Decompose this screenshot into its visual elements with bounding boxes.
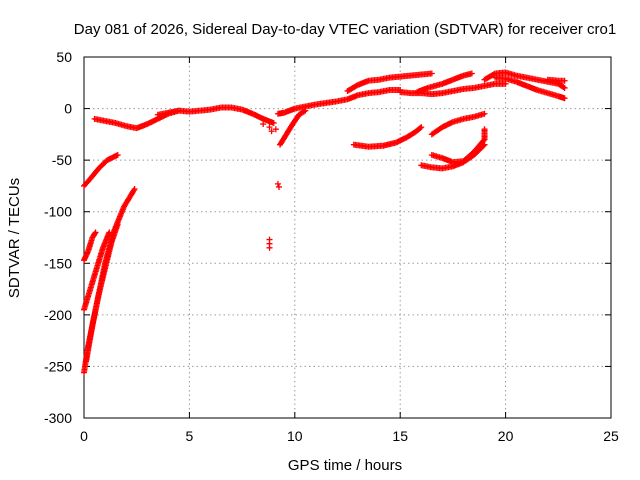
y-tick-label: -300	[44, 410, 72, 426]
y-tick-label: 0	[64, 101, 72, 117]
data-point-fill	[556, 81, 567, 91]
data-point	[481, 126, 488, 133]
x-tick-label: 0	[80, 428, 88, 444]
series-arc-07	[154, 104, 277, 127]
points-layer	[81, 69, 568, 376]
series-arc-05	[83, 186, 138, 365]
data-point	[270, 120, 277, 127]
data-point-fill	[111, 204, 127, 234]
data-point-fill	[430, 125, 445, 137]
data-point-fill	[102, 230, 117, 265]
series-arc-18	[492, 74, 568, 102]
data-point-fill	[314, 98, 339, 108]
data-point	[92, 229, 99, 236]
data-point-fill	[87, 266, 100, 291]
data-point	[275, 183, 282, 190]
x-tick-label: 25	[603, 428, 619, 444]
x-tick-label: 20	[498, 428, 514, 444]
data-point	[468, 70, 475, 77]
x-tick-label: 10	[287, 428, 303, 444]
series-arc-15	[428, 126, 488, 166]
data-point-fill	[381, 139, 398, 149]
data-point-fill	[90, 230, 98, 240]
data-point	[418, 124, 425, 131]
x-tick-label: 15	[392, 428, 408, 444]
series-arc-11	[397, 80, 509, 98]
y-tick-label: -200	[44, 307, 72, 323]
data-point-fill	[404, 130, 417, 140]
series-arc-08	[274, 87, 404, 117]
grid-layer	[84, 57, 611, 418]
series-arc-01	[81, 151, 121, 189]
series-arc-10	[344, 70, 435, 95]
data-point-fill	[556, 77, 567, 84]
y-axis-title: SDTVAR / TECUs	[6, 178, 23, 298]
chart-title: Day 081 of 2026, Sidereal Day-to-day VTE…	[74, 21, 616, 38]
data-point-fill	[461, 149, 476, 164]
series-arc-02	[81, 229, 99, 264]
data-point	[428, 70, 435, 77]
data-point	[302, 107, 309, 114]
data-point-fill	[284, 122, 295, 137]
ticks-layer: 0 5 10 15 20 25 -300 -250 -200 -150 -100 -50 0 50	[44, 49, 619, 444]
y-tick-label: -50	[52, 152, 72, 168]
data-point-fill	[82, 176, 93, 188]
data-point-fill	[96, 158, 110, 171]
data-point-fill	[471, 137, 487, 154]
data-point	[266, 244, 273, 251]
series-arc-13	[350, 124, 425, 150]
data-point-fill	[89, 292, 102, 327]
data-point-fill	[345, 82, 360, 94]
data-point-fill	[94, 246, 106, 270]
x-axis-title: GPS time / hours	[288, 457, 402, 474]
data-point-fill	[482, 71, 497, 82]
y-tick-label: -100	[44, 204, 72, 220]
data-point-fill	[121, 187, 137, 209]
data-point-fill	[277, 132, 289, 147]
series-arc-03	[81, 229, 113, 313]
data-point	[561, 77, 568, 84]
data-point-fill	[413, 124, 424, 135]
data-point	[114, 151, 121, 158]
data-point	[266, 124, 273, 131]
data-point-fill	[297, 108, 308, 117]
data-point-fill	[83, 323, 96, 363]
series-arc-16	[428, 110, 488, 138]
data-point	[502, 80, 509, 87]
data-point-fill	[88, 166, 101, 181]
data-point-fill	[81, 287, 93, 312]
data-point-fill	[472, 142, 487, 157]
x-tick-label: 5	[186, 428, 194, 444]
y-tick-label: -250	[44, 358, 72, 374]
data-point-fill	[290, 112, 302, 126]
data-point	[260, 115, 267, 122]
series-isolated	[260, 115, 282, 251]
series-arc-12	[414, 70, 475, 96]
data-point	[260, 121, 267, 128]
data-point-fill	[352, 141, 371, 150]
data-point-fill	[426, 81, 444, 91]
data-point	[272, 126, 279, 133]
data-point	[561, 95, 568, 102]
data-point-fill	[100, 230, 112, 250]
data-point	[274, 180, 281, 187]
y-tick-label: 50	[56, 49, 72, 65]
data-point	[481, 110, 488, 117]
plot-frame	[83, 56, 612, 419]
series-arc-09	[277, 107, 309, 148]
data-point-fill	[293, 101, 318, 112]
data-point	[131, 186, 138, 193]
y-tick-label: -150	[44, 255, 72, 271]
series-arc-19	[544, 76, 568, 84]
data-point	[268, 128, 275, 135]
data-point-fill	[96, 261, 108, 296]
data-point	[561, 84, 568, 91]
